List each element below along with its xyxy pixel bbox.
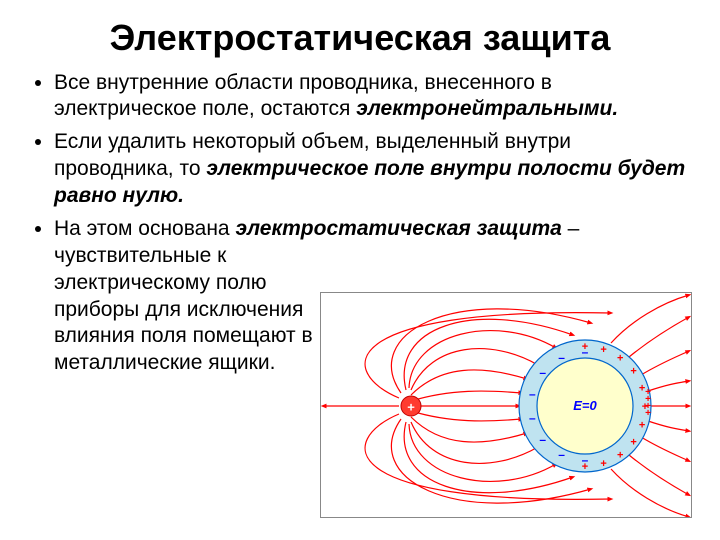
bullet-text: На этом основана (54, 217, 235, 240)
bullet-wrapped-text: чувствительные к электрическому полю при… (54, 243, 344, 377)
svg-text:–: – (558, 350, 565, 364)
svg-text:+: + (639, 420, 645, 432)
svg-text:+: + (600, 344, 606, 356)
svg-text:–: – (529, 387, 536, 401)
svg-text:–: – (539, 365, 546, 379)
svg-text:–: – (558, 448, 565, 462)
svg-text:+: + (600, 458, 606, 470)
slide: Электростатическая защита Все внутренние… (0, 0, 720, 540)
list-item: Если удалить некоторый объем, выделенный… (54, 129, 692, 210)
svg-text:+: + (630, 436, 636, 448)
field-diagram-svg: –––––––– +++++++++++++++ E=0 + (321, 293, 691, 517)
svg-text:+: + (645, 408, 651, 419)
svg-text:+: + (617, 450, 623, 462)
svg-text:+: + (582, 341, 588, 353)
svg-text:+: + (630, 366, 636, 378)
svg-text:–: – (529, 411, 536, 425)
svg-text:+: + (582, 461, 588, 473)
svg-text:+: + (407, 400, 415, 415)
field-diagram: –––––––– +++++++++++++++ E=0 + (320, 292, 692, 518)
svg-text:–: – (539, 433, 546, 447)
bullet-text: – (562, 217, 580, 240)
svg-text:+: + (617, 352, 623, 364)
svg-text:E=0: E=0 (573, 398, 597, 413)
bullet-em: электронейтральными. (356, 97, 618, 120)
bullet-em: электростатическая защита (235, 217, 561, 240)
page-title: Электростатическая защита (28, 18, 692, 58)
list-item: Все внутренние области проводника, внесе… (54, 70, 692, 124)
